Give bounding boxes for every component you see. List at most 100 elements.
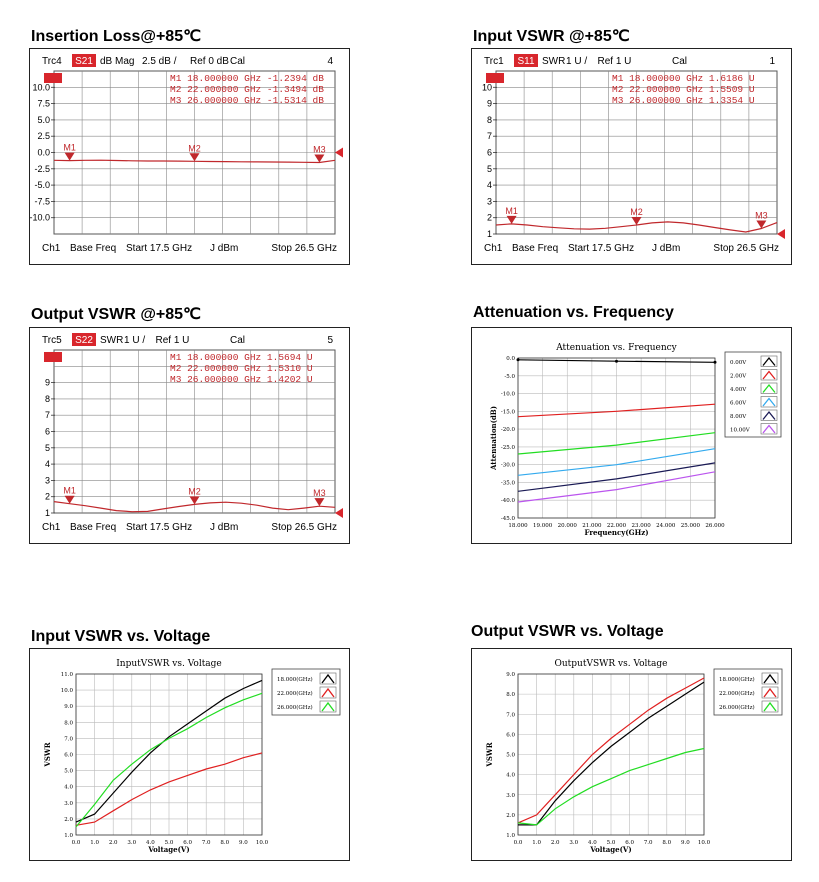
ref-level-arrow bbox=[335, 508, 343, 518]
trace-line bbox=[53, 501, 336, 513]
marker-label: M3 bbox=[755, 211, 768, 221]
legend-swatch bbox=[321, 673, 335, 684]
legend-swatch-box bbox=[760, 369, 778, 381]
y-tick-label: -45.0 bbox=[501, 516, 516, 522]
trace-format: dB Mag bbox=[100, 56, 134, 67]
legend-swatch bbox=[321, 701, 335, 712]
marker-readout: M1 18.000000 GHz 1.6186 U bbox=[612, 73, 755, 84]
legend: 0.00V 2.00V 4.00V 6.00V 8.00V 10.00V bbox=[724, 351, 782, 438]
y-tick-label: 8.0 bbox=[64, 720, 73, 726]
y-tick-label: -20.0 bbox=[501, 427, 516, 433]
marker-label: M1 bbox=[63, 143, 76, 153]
x-axis-label: Frequency(GHz) bbox=[584, 528, 648, 537]
marker-triangle bbox=[506, 215, 517, 224]
trace-param-box bbox=[72, 333, 96, 346]
y-tick-label: 2.0 bbox=[64, 817, 73, 823]
legend-swatch-box bbox=[760, 382, 778, 394]
trace-param: S22 bbox=[75, 335, 93, 346]
x-tick-label: 4.0 bbox=[588, 840, 597, 846]
ref-level-box bbox=[486, 73, 504, 83]
legend-swatch-box bbox=[760, 396, 778, 408]
ref-level-box bbox=[44, 73, 62, 83]
y-tick-label: 9.0 bbox=[506, 672, 515, 678]
y-tick-label: 8 bbox=[487, 115, 492, 125]
trace-param-box bbox=[72, 54, 96, 67]
footer-power: J dBm bbox=[210, 243, 238, 254]
x-tick-label: 6.0 bbox=[625, 840, 634, 846]
legend-label: 8.00V bbox=[730, 414, 747, 420]
series-line bbox=[518, 681, 705, 826]
panel-heading-attenuation: Attenuation vs. Frequency bbox=[473, 304, 674, 321]
y-tick-label: 4 bbox=[487, 180, 492, 190]
plot-border bbox=[517, 357, 716, 519]
y-axis-label: Attenuation(dB) bbox=[489, 406, 498, 471]
series-line bbox=[517, 448, 716, 476]
y-tick-label: 8 bbox=[45, 394, 50, 404]
vna-plot: Trc1 S11 SWR 1 U / Ref 1 U Cal 1 10 9 8 7 6 5 4 3 2 1 M1 … bbox=[482, 54, 785, 254]
x-tick-label: 9.0 bbox=[239, 840, 248, 846]
y-tick-label: 5 bbox=[45, 443, 50, 453]
legend-swatch bbox=[763, 673, 777, 684]
series-line bbox=[517, 677, 705, 824]
footer-start: Start 17.5 GHz bbox=[126, 522, 192, 533]
x-tick-label: 5.0 bbox=[607, 840, 616, 846]
trace-number: 1 bbox=[769, 56, 775, 67]
marker-triangle bbox=[189, 153, 200, 162]
chart-title: OutputVSWR vs. Voltage bbox=[555, 659, 668, 669]
chart-input-vswr-voltage: InputVSWR vs. Voltage 0.0 1.0 2.0 3.0 4.0 5.0 6… bbox=[29, 648, 350, 861]
marker-readout: M3 26.000000 GHz -1.5314 dB bbox=[170, 95, 324, 106]
marker-readout: M3 26.000000 GHz 1.3354 U bbox=[612, 95, 755, 106]
series-line bbox=[517, 403, 716, 418]
y-tick-label: 9 bbox=[45, 378, 50, 388]
y-tick-label: 10.0 bbox=[32, 82, 50, 92]
trace-ref: Ref 1 U bbox=[156, 335, 190, 346]
trace-scale: 2.5 dB / bbox=[142, 56, 177, 67]
y-tick-label: 2 bbox=[487, 213, 492, 223]
y-tick-label: 7.5 bbox=[37, 99, 50, 109]
x-tick-label: 10.0 bbox=[256, 840, 269, 846]
y-tick-label: -15.0 bbox=[501, 409, 516, 415]
chart-output-vswr-voltage: OutputVSWR vs. Voltage 0.0 1.0 2.0 3.0 4.0 5.0… bbox=[471, 648, 792, 861]
x-tick-label: 22.000 bbox=[607, 523, 627, 529]
marker-label: M3 bbox=[313, 144, 326, 154]
y-tick-label: 4 bbox=[45, 459, 50, 469]
trace-cal: Cal bbox=[230, 335, 245, 346]
legend-label: 22.000(GHz) bbox=[719, 690, 755, 697]
trace-label: Trc4 bbox=[42, 56, 62, 67]
trace-param: S21 bbox=[75, 56, 93, 67]
y-tick-label: 1 bbox=[487, 229, 492, 239]
x-axis-label: Voltage(V) bbox=[589, 845, 631, 854]
x-tick-label: 6.0 bbox=[183, 840, 192, 846]
y-tick-label: 0.0 bbox=[506, 356, 515, 362]
y-tick-label: 6.0 bbox=[64, 753, 73, 759]
legend-swatch-box bbox=[319, 672, 337, 685]
legend-label: 10.00V bbox=[730, 427, 751, 433]
series-line bbox=[517, 462, 716, 492]
plot-grid bbox=[53, 349, 336, 514]
marker-triangle bbox=[756, 220, 767, 229]
chart-insertion-loss: Trc4 S21 dB Mag 2.5 dB / Ref 0 dB Cal 4 10.0 7.5… bbox=[29, 48, 350, 265]
legend-swatch bbox=[762, 356, 776, 366]
x-tick-label: 19.000 bbox=[533, 523, 553, 529]
trace-label: Trc1 bbox=[484, 56, 504, 67]
marker-label: M3 bbox=[313, 488, 326, 498]
legend-label: 22.000(GHz) bbox=[277, 690, 313, 697]
y-tick-label: 5 bbox=[487, 164, 492, 174]
xy-plot: Attenuation vs. Frequency 18.000 19.000 20.… bbox=[489, 343, 782, 537]
legend: 18.000(GHz) 22.000(GHz) 26.000(GHz) bbox=[713, 668, 783, 716]
y-tick-label: 5.0 bbox=[64, 769, 73, 775]
legend-label: 0.00V bbox=[730, 360, 747, 366]
y-tick-label: 7.0 bbox=[506, 712, 515, 718]
footer-stop: Stop 26.5 GHz bbox=[713, 243, 779, 254]
x-tick-label: 26.000 bbox=[705, 523, 725, 529]
marker-label: M2 bbox=[188, 486, 201, 496]
marker-readout: M2 22.000000 GHz 1.5310 U bbox=[170, 363, 313, 374]
marker-label: M2 bbox=[630, 207, 643, 217]
chart-input-vswr: Trc1 S11 SWR 1 U / Ref 1 U Cal 1 10 9 8 7 6 5 4 3 2 1 M1 … bbox=[471, 48, 792, 265]
y-tick-label: 1.0 bbox=[64, 833, 73, 839]
y-tick-label: 1 bbox=[45, 508, 50, 518]
marker-readout: M2 22.000000 GHz -1.3494 dB bbox=[170, 84, 324, 95]
marker-label: M1 bbox=[63, 486, 76, 496]
trace-param-box bbox=[514, 54, 538, 67]
marker-readout: M2 22.000000 GHz 1.5509 U bbox=[612, 84, 755, 95]
